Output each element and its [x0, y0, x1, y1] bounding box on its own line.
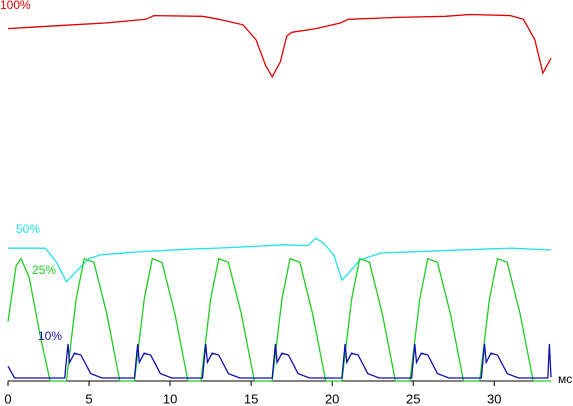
x-axis-label: мс	[558, 372, 572, 386]
series-line	[7, 257, 551, 382]
series-label: 25%	[32, 263, 56, 277]
series-label: 50%	[16, 222, 40, 236]
series-label: 100%	[0, 0, 31, 12]
series-line	[8, 237, 552, 284]
series-label: 10%	[38, 329, 62, 343]
x-tick-label: 15	[244, 391, 258, 406]
x-tick-label: 25	[406, 391, 420, 406]
x-tick-label: 5	[85, 391, 92, 406]
x-tick-label: 0	[4, 391, 11, 406]
x-tick-label: 10	[163, 391, 177, 406]
series-line	[7, 343, 552, 379]
x-tick-label: 30	[487, 391, 501, 406]
x-tick-label: 20	[325, 391, 339, 406]
series-line	[7, 13, 552, 79]
